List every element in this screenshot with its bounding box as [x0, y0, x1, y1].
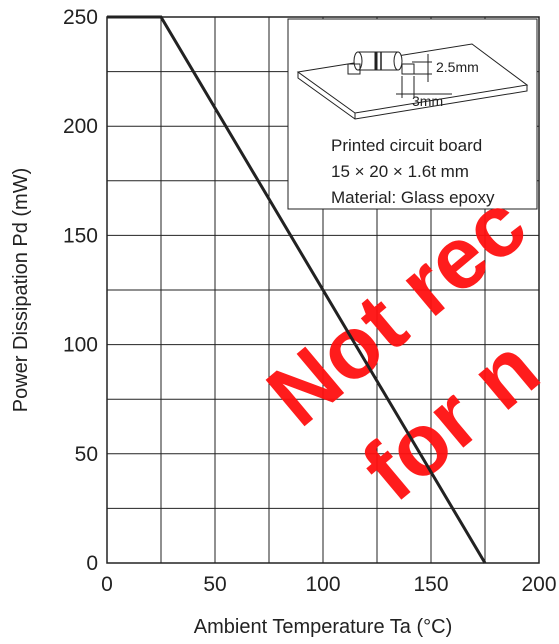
x-tick-label: 50: [203, 573, 226, 596]
inset-dim-width: 2.5mm: [436, 59, 479, 75]
x-tick-label: 0: [101, 573, 113, 596]
y-tick-label: 250: [63, 6, 98, 29]
inset-line-1: Printed circuit board: [331, 136, 482, 155]
pad-left: [347, 63, 361, 75]
diode-end-left: [353, 51, 363, 71]
inset-background: [287, 18, 538, 210]
y-tick-label: 150: [63, 224, 98, 247]
pad-right: [401, 63, 415, 75]
y-axis-label: Power Dissipation Pd (mW): [10, 168, 32, 413]
diode-end-right: [393, 51, 403, 71]
y-tick-label: 0: [86, 552, 98, 575]
pcb-illustration: [296, 43, 529, 120]
inset-box: 2.5mm 3mm Printed circuit board 15 × 20 …: [287, 18, 538, 210]
diode-body: [357, 51, 399, 71]
x-tick-label: 200: [521, 573, 556, 596]
y-tick-label: 50: [75, 443, 98, 466]
y-tick-label: 200: [63, 115, 98, 138]
inset-dim-length: 3mm: [412, 93, 443, 109]
watermark: Not rec for n: [249, 174, 557, 520]
series-line: [107, 15, 487, 564]
inset-line-3: Material: Glass epoxy: [331, 188, 495, 207]
x-axis-label: Ambient Temperature Ta (°C): [194, 616, 452, 638]
y-tick-label: 100: [63, 334, 98, 357]
inset-line-2: 15 × 20 × 1.6t mm: [331, 162, 469, 181]
x-tick-labels: 0 50 100 150 200: [101, 573, 556, 596]
x-tick-label: 100: [305, 573, 340, 596]
y-tick-labels: 0 50 100 150 200 250: [63, 6, 98, 575]
x-tick-label: 150: [413, 573, 448, 596]
